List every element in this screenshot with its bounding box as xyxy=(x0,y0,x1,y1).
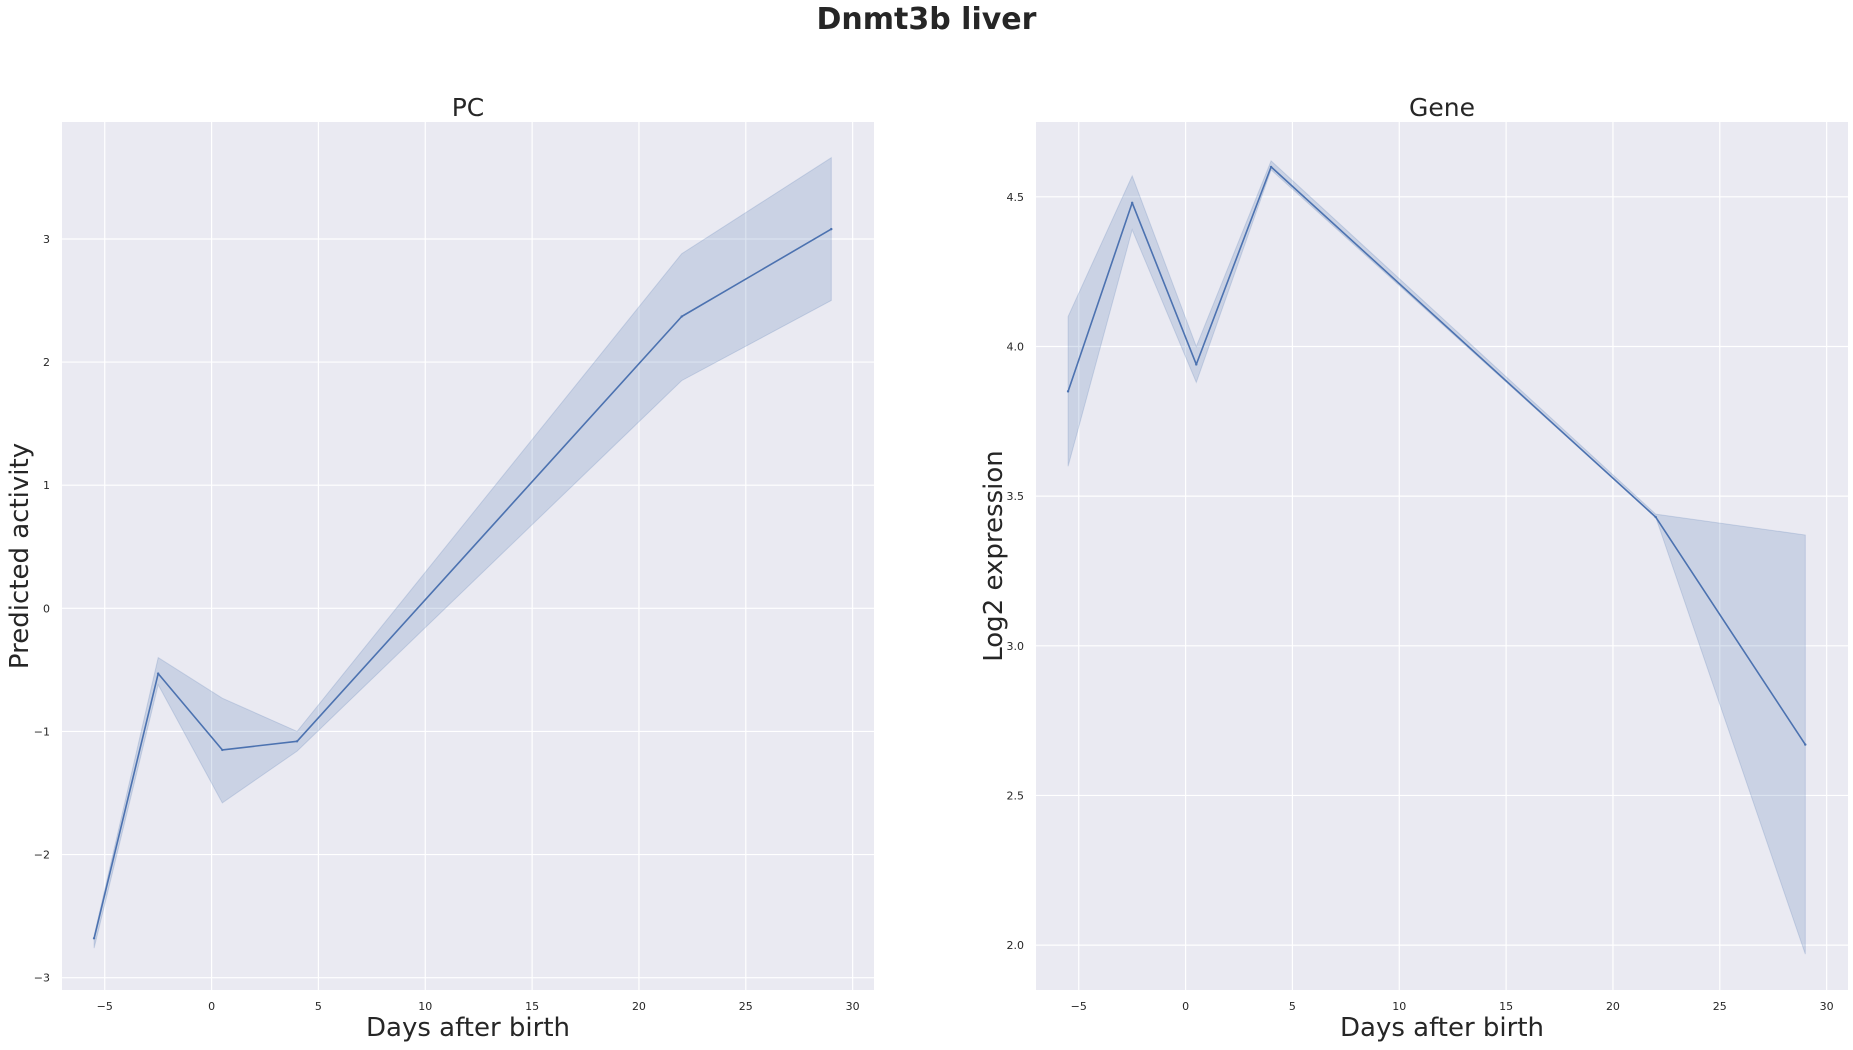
panel-2-plot-area xyxy=(1036,122,1848,990)
panel-1-x-tick-label: −5 xyxy=(97,1000,113,1013)
panel-2-title: Gene xyxy=(1409,93,1475,122)
panel-2-y-tick-label: 2.0 xyxy=(1007,939,1025,952)
panel-2-x-tick-label: 0 xyxy=(1182,1000,1189,1013)
panel-1-x-tick-label: 30 xyxy=(846,1000,860,1013)
panel-1-x-tick-label: 10 xyxy=(418,1000,432,1013)
panel-1-x-tick-label: 20 xyxy=(632,1000,646,1013)
panel-2-x-tick-label: 5 xyxy=(1289,1000,1296,1013)
panel-1-x-tick-label: 15 xyxy=(525,1000,539,1013)
panel-1-x-axis-label: Days after birth xyxy=(366,1013,570,1043)
panel-2-y-tick-label: 4.0 xyxy=(1007,340,1025,353)
figure-title: Dnmt3b liver xyxy=(816,2,1037,37)
panel-1-y-axis-label: Predicted activity xyxy=(5,443,35,669)
panel-2-data-point xyxy=(1130,201,1134,205)
panel-2-data-point xyxy=(1654,515,1657,519)
panel-1-data-point xyxy=(295,740,299,743)
panel-2-x-tick-label: 15 xyxy=(1499,1000,1513,1013)
panel-2-data-point xyxy=(1066,390,1070,393)
panel-1: −5 0 5 10 15 20 25 30 −3 −2 −1 0 1 2 3 PC Days after bir… xyxy=(5,93,874,1043)
panel-2-y-tick-label: 3.5 xyxy=(1007,490,1025,503)
panel-2: −5 0 5 10 15 20 25 30 2.0 2.5 3.0 3.5 4.0 4.5 Gene Days… xyxy=(979,93,1848,1043)
panel-2-series-line xyxy=(1067,166,1806,746)
panel-1-x-tick-label: 25 xyxy=(739,1000,753,1013)
panel-1-y-tick-label: −1 xyxy=(34,725,50,738)
panel-1-y-tick-label: 1 xyxy=(43,479,50,492)
panel-2-x-tick-label: −5 xyxy=(1071,1000,1087,1013)
panel-1-y-tick-label: 3 xyxy=(43,233,50,246)
panel-2-x-tick-label: 10 xyxy=(1392,1000,1406,1013)
panel-2-data-point xyxy=(1195,363,1198,366)
panel-1-data-point xyxy=(680,315,683,318)
panel-2-series-ci-band xyxy=(1067,160,1806,955)
panel-1-data-point xyxy=(830,227,833,231)
panel-1-data-point xyxy=(92,937,96,940)
panel-1-plot-area xyxy=(62,122,874,990)
panel-1-x-tick-label: 0 xyxy=(208,1000,215,1013)
panel-1-x-tick-label: 5 xyxy=(315,1000,322,1013)
panel-1-y-tick-label: 0 xyxy=(43,602,50,615)
panel-2-x-axis-label: Days after birth xyxy=(1340,1013,1544,1043)
panel-2-y-axis-label: Log2 expression xyxy=(979,450,1009,662)
panel-1-data-point xyxy=(221,748,224,752)
panel-2-y-tick-label: 3.0 xyxy=(1007,640,1025,653)
panel-1-y-tick-label: −2 xyxy=(34,849,50,862)
panel-2-data-point xyxy=(1269,165,1273,169)
panel-2-data-point xyxy=(1804,743,1807,746)
panel-1-y-tick-label: 2 xyxy=(43,356,50,369)
panel-1-series-line xyxy=(93,228,832,939)
panel-1-title: PC xyxy=(452,93,485,122)
panel-2-y-tick-label: 2.5 xyxy=(1007,789,1025,802)
panel-1-data-point xyxy=(156,672,160,675)
panel-2-y-tick-label: 4.5 xyxy=(1007,191,1025,204)
panel-2-x-tick-label: 25 xyxy=(1713,1000,1727,1013)
panel-2-x-tick-label: 30 xyxy=(1820,1000,1834,1013)
panel-1-y-tick-label: −3 xyxy=(34,972,50,985)
panel-2-x-tick-label: 20 xyxy=(1606,1000,1620,1013)
